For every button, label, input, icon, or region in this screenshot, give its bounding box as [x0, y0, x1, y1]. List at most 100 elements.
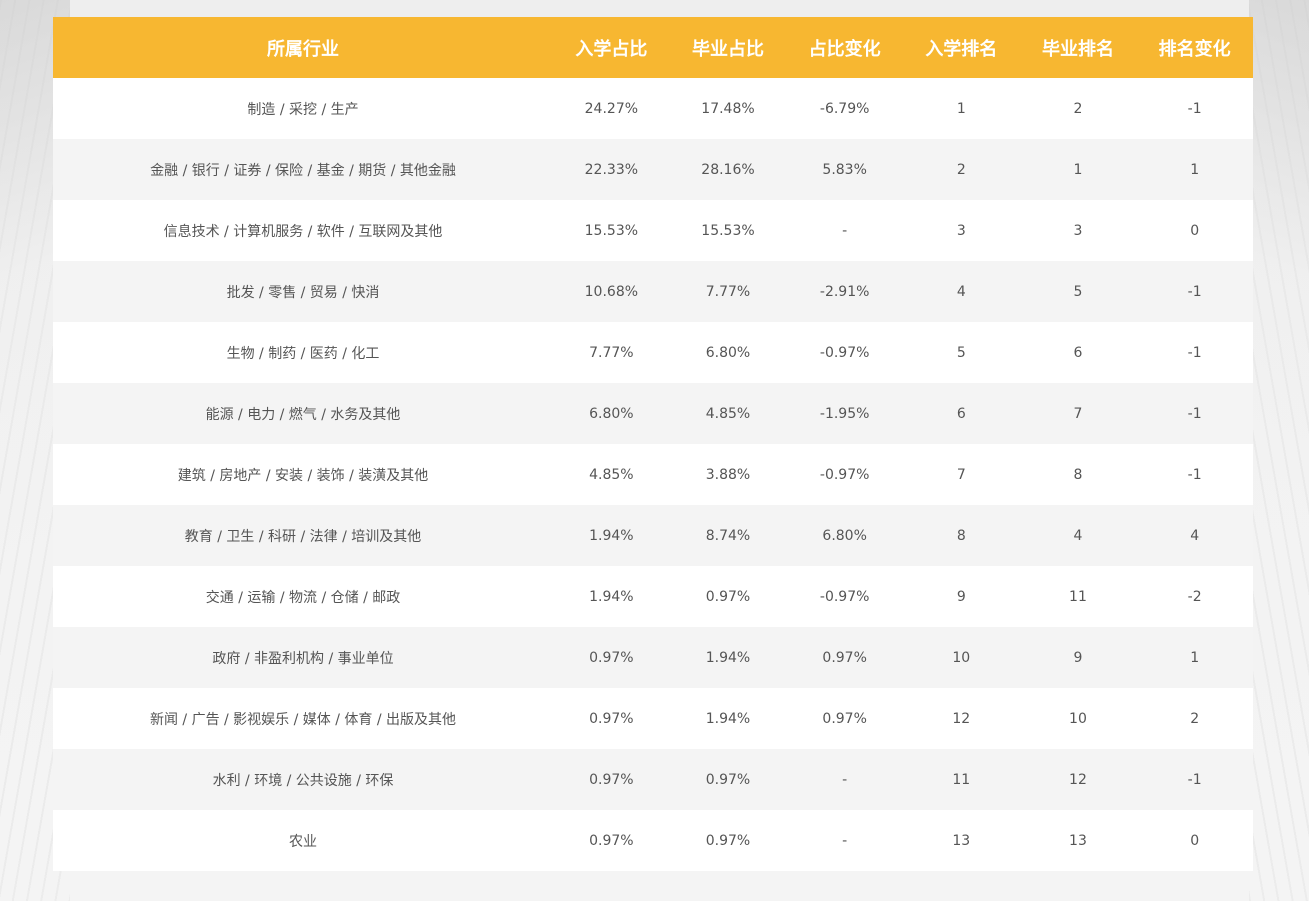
industry-cell: 能源 / 电力 / 燃气 / 水务及其他	[205, 406, 401, 423]
share-change-cell: -6.79%	[819, 100, 870, 117]
graduation-share-cell: 4.85%	[705, 405, 751, 422]
table-row: 生物 / 制药 / 医药 / 化工 7.77% 6.80% -0.97% 5 6 -1	[53, 322, 1253, 383]
graduation-share-cell: 17.48%	[701, 100, 755, 117]
share-change-cell: -	[842, 771, 848, 788]
table-row: 建筑 / 房地产 / 安装 / 装饰 / 装潢及其他 4.85% 3.88% -0.9…	[53, 444, 1253, 505]
enrollment-share-cell: 24.27%	[584, 100, 639, 117]
table-row: 金融 / 银行 / 证券 / 保险 / 基金 / 期货 / 其他金融 22.33%…	[53, 139, 1253, 200]
graduation-rank-cell: 12	[1069, 771, 1087, 788]
share-change-cell: -	[842, 832, 848, 849]
graduation-share-cell: 0.97%	[705, 771, 751, 788]
industry-cell: 制造 / 采挖 / 生产	[247, 101, 359, 118]
enrollment-rank-cell: 6	[956, 405, 966, 422]
rank-change-cell: 2	[1190, 710, 1200, 727]
table-row: 新闻 / 广告 / 影视娱乐 / 媒体 / 体育 / 出版及其他 0.97% 1.9…	[53, 688, 1253, 749]
rank-change-cell: -2	[1187, 588, 1202, 605]
header-enrollment-share: 入学占比	[575, 38, 648, 60]
share-change-cell: 5.83%	[822, 161, 867, 178]
graduation-rank-cell: 2	[1073, 100, 1083, 117]
rank-change-cell: 0	[1190, 222, 1200, 239]
graduation-rank-cell: 11	[1069, 588, 1087, 605]
table-row: 信息技术 / 计算机服务 / 软件 / 互联网及其他 15.53% 15.53% - 3…	[53, 200, 1253, 261]
enrollment-share-cell: 1.94%	[589, 588, 634, 605]
rank-change-cell: -1	[1187, 283, 1202, 300]
enrollment-share-cell: 0.97%	[589, 649, 634, 666]
industry-cell: 建筑 / 房地产 / 安装 / 装饰 / 装潢及其他	[177, 467, 429, 484]
industry-cell: 农业	[289, 833, 317, 850]
table-row: 农业 0.97% 0.97% - 13 13 0	[53, 810, 1253, 871]
header-graduation-rank: 毕业排名	[1041, 38, 1114, 60]
graduation-share-cell: 3.88%	[705, 466, 751, 483]
share-change-cell: 6.80%	[822, 527, 867, 544]
enrollment-rank-cell: 4	[956, 283, 966, 300]
enrollment-rank-cell: 11	[952, 771, 971, 788]
share-change-cell: -0.97%	[819, 344, 870, 361]
graduation-share-cell: 6.80%	[705, 344, 751, 361]
enrollment-rank-cell: 8	[956, 527, 966, 544]
header-industry: 所属行业	[267, 38, 339, 60]
industry-comparison-table-container: 所属行业 入学占比 毕业占比 占比变化 入学排名 毕业排名 排名变化 制造 / …	[53, 17, 1253, 871]
enrollment-rank-cell: 2	[956, 161, 966, 178]
header-share-change: 占比变化	[808, 38, 881, 60]
share-change-cell: -1.95%	[819, 405, 870, 422]
share-change-cell: -2.91%	[819, 283, 870, 300]
graduation-rank-cell: 4	[1073, 527, 1083, 544]
table-row: 制造 / 采挖 / 生产 24.27% 17.48% -6.79% 1 2 -1	[53, 78, 1253, 139]
header-graduation-share: 毕业占比	[692, 38, 764, 60]
industry-cell: 新闻 / 广告 / 影视娱乐 / 媒体 / 体育 / 出版及其他	[149, 711, 457, 728]
header-rank-change: 排名变化	[1158, 38, 1231, 60]
graduation-share-cell: 0.97%	[705, 832, 751, 849]
graduation-rank-cell: 3	[1073, 222, 1083, 239]
table-row: 教育 / 卫生 / 科研 / 法律 / 培训及其他 1.94% 8.74% 6.80%…	[53, 505, 1253, 566]
graduation-rank-cell: 13	[1069, 832, 1087, 849]
enrollment-rank-cell: 7	[956, 466, 966, 483]
rank-change-cell: -1	[1187, 100, 1202, 117]
graduation-share-cell: 1.94%	[705, 710, 751, 727]
share-change-cell: -	[842, 222, 848, 239]
graduation-rank-cell: 7	[1073, 405, 1083, 422]
table-row: 交通 / 运输 / 物流 / 仓储 / 邮政 1.94% 0.97% -0.97% 9 1…	[53, 566, 1253, 627]
enrollment-rank-cell: 13	[952, 832, 971, 849]
industry-cell: 交通 / 运输 / 物流 / 仓储 / 邮政	[205, 589, 401, 606]
background-decoration-right	[1249, 0, 1309, 901]
table-header-row: 所属行业 入学占比 毕业占比 占比变化 入学排名 毕业排名 排名变化	[53, 17, 1253, 78]
enrollment-rank-cell: 10	[952, 649, 971, 666]
enrollment-share-cell: 7.77%	[589, 344, 634, 361]
graduation-share-cell: 7.77%	[705, 283, 751, 300]
industry-cell: 信息技术 / 计算机服务 / 软件 / 互联网及其他	[163, 223, 443, 240]
graduation-rank-cell: 6	[1073, 344, 1083, 361]
table-row: 批发 / 零售 / 贸易 / 快消 10.68% 7.77% -2.91% 4 5 -1	[53, 261, 1253, 322]
enrollment-share-cell: 4.85%	[589, 466, 634, 483]
enrollment-share-cell: 0.97%	[589, 710, 634, 727]
industry-cell: 金融 / 银行 / 证券 / 保险 / 基金 / 期货 / 其他金融	[150, 162, 456, 179]
enrollment-rank-cell: 3	[956, 222, 966, 239]
graduation-rank-cell: 10	[1069, 710, 1087, 727]
industry-cell: 政府 / 非盈利机构 / 事业单位	[212, 650, 394, 667]
rank-change-cell: -1	[1187, 466, 1202, 483]
rank-change-cell: 1	[1190, 649, 1200, 666]
graduation-rank-cell: 8	[1073, 466, 1083, 483]
rank-change-cell: -1	[1187, 405, 1202, 422]
table-row: 政府 / 非盈利机构 / 事业单位 0.97% 1.94% 0.97% 10 9 1	[53, 627, 1253, 688]
header-enrollment-rank: 入学排名	[925, 38, 998, 60]
rank-change-cell: 0	[1190, 832, 1200, 849]
share-change-cell: -0.97%	[819, 466, 870, 483]
table-row: 能源 / 电力 / 燃气 / 水务及其他 6.80% 4.85% -1.95% 6 7 -1	[53, 383, 1253, 444]
enrollment-share-cell: 0.97%	[589, 832, 634, 849]
graduation-share-cell: 8.74%	[705, 527, 751, 544]
industry-cell: 水利 / 环境 / 公共设施 / 环保	[212, 772, 394, 789]
graduation-share-cell: 1.94%	[705, 649, 751, 666]
industry-comparison-table: 所属行业 入学占比 毕业占比 占比变化 入学排名 毕业排名 排名变化 制造 / …	[53, 17, 1253, 871]
industry-cell: 批发 / 零售 / 贸易 / 快消	[226, 284, 380, 301]
enrollment-rank-cell: 5	[956, 344, 966, 361]
graduation-share-cell: 0.97%	[705, 588, 751, 605]
enrollment-share-cell: 0.97%	[589, 771, 634, 788]
rank-change-cell: 1	[1190, 161, 1200, 178]
table-body: 制造 / 采挖 / 生产 24.27% 17.48% -6.79% 1 2 -1 金融 / 银…	[53, 78, 1253, 871]
enrollment-share-cell: 22.33%	[584, 161, 639, 178]
rank-change-cell: -1	[1187, 344, 1202, 361]
rank-change-cell: 4	[1190, 527, 1200, 544]
enrollment-share-cell: 6.80%	[589, 405, 634, 422]
industry-cell: 教育 / 卫生 / 科研 / 法律 / 培训及其他	[184, 528, 422, 545]
enrollment-share-cell: 1.94%	[589, 527, 634, 544]
